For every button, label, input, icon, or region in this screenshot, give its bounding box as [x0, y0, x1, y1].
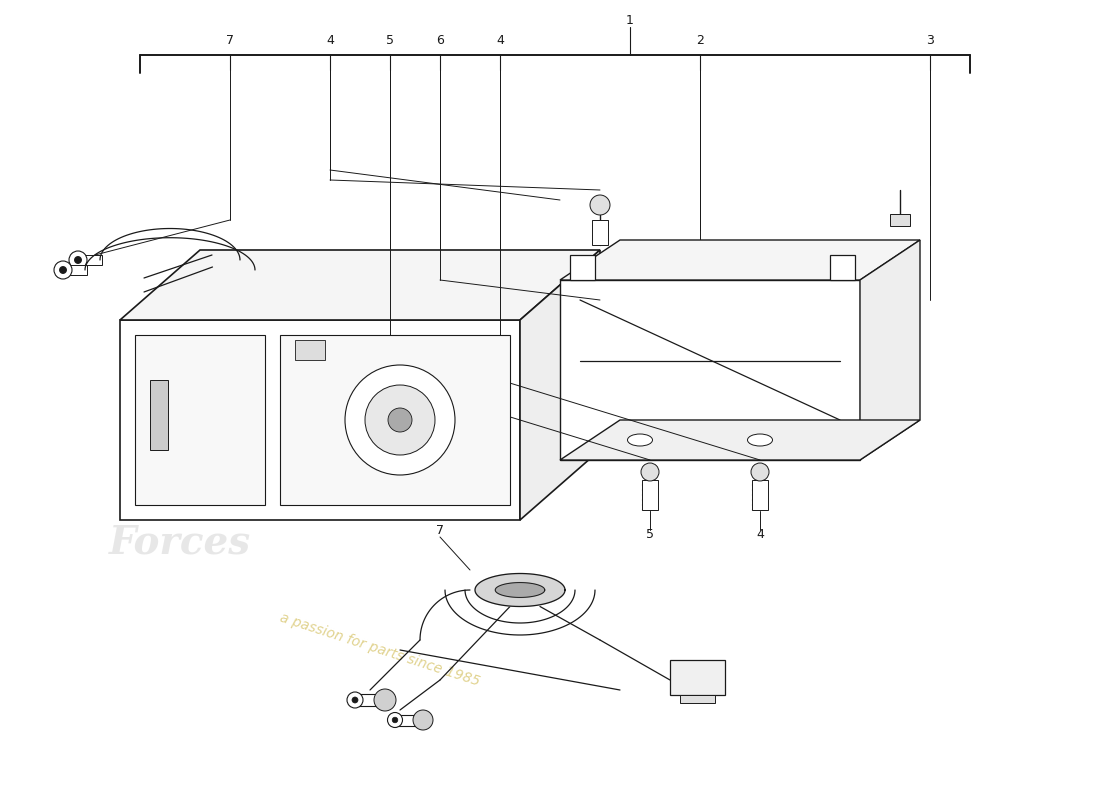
Ellipse shape — [748, 434, 772, 446]
Text: 6: 6 — [436, 34, 444, 46]
Circle shape — [54, 261, 72, 279]
Text: 5: 5 — [646, 529, 654, 542]
Circle shape — [345, 365, 455, 475]
Circle shape — [387, 713, 403, 727]
Ellipse shape — [627, 434, 652, 446]
Bar — [752, 480, 768, 510]
Polygon shape — [860, 240, 920, 460]
Circle shape — [75, 257, 81, 263]
Bar — [642, 480, 658, 510]
Bar — [592, 220, 608, 245]
Bar — [65, 265, 87, 275]
Bar — [80, 255, 102, 265]
Circle shape — [374, 689, 396, 711]
Text: a passion for parts since 1985: a passion for parts since 1985 — [278, 611, 482, 689]
Text: 5: 5 — [386, 34, 394, 46]
Polygon shape — [560, 420, 920, 460]
Text: 4: 4 — [756, 529, 763, 542]
Text: 4: 4 — [326, 34, 334, 46]
Circle shape — [756, 436, 764, 444]
Bar — [355, 694, 385, 706]
Bar — [135, 335, 265, 505]
Text: euro
Forces: euro Forces — [109, 479, 251, 561]
Text: 2: 2 — [696, 34, 704, 46]
Polygon shape — [570, 255, 595, 280]
Circle shape — [346, 692, 363, 708]
Bar — [280, 335, 510, 505]
Polygon shape — [120, 250, 600, 320]
Circle shape — [636, 436, 644, 444]
Circle shape — [388, 408, 412, 432]
Polygon shape — [495, 582, 544, 598]
Polygon shape — [520, 250, 600, 520]
Circle shape — [412, 710, 433, 730]
Polygon shape — [120, 320, 520, 520]
Circle shape — [59, 266, 66, 274]
Circle shape — [590, 195, 610, 215]
Polygon shape — [560, 240, 920, 280]
Circle shape — [641, 463, 659, 481]
Circle shape — [69, 251, 87, 269]
Bar — [150, 380, 168, 450]
Text: 3: 3 — [926, 34, 934, 46]
Text: 1: 1 — [626, 14, 634, 26]
Bar — [680, 695, 715, 703]
Bar — [395, 714, 424, 726]
Bar — [295, 340, 324, 360]
Text: 7: 7 — [226, 34, 234, 46]
Bar — [890, 214, 910, 226]
Polygon shape — [830, 255, 855, 280]
Circle shape — [393, 717, 398, 723]
Polygon shape — [560, 280, 860, 460]
Circle shape — [365, 385, 435, 455]
Text: 4: 4 — [496, 34, 504, 46]
Bar — [670, 660, 725, 695]
Circle shape — [751, 463, 769, 481]
Polygon shape — [475, 574, 565, 606]
Text: 7: 7 — [436, 523, 444, 537]
Circle shape — [352, 697, 358, 703]
